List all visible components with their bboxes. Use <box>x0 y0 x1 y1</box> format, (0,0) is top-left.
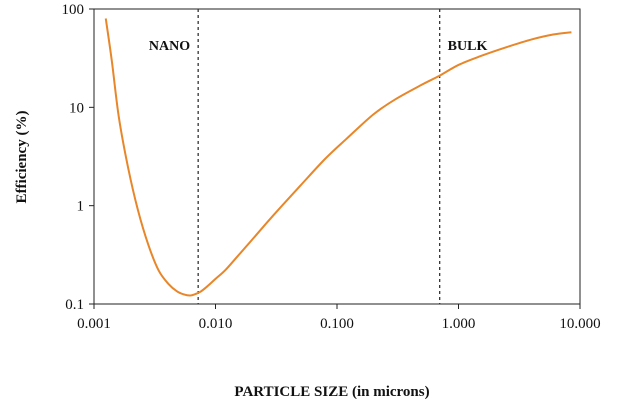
x-axis-ticks: 0.001 0.010 0.100 1.000 10.000 <box>77 304 601 332</box>
y-tick-label: 1 <box>77 199 85 215</box>
y-tick-label: 0.1 <box>65 297 84 313</box>
region-label-nano: NANO <box>149 39 190 54</box>
x-tick-label: 0.100 <box>320 316 354 332</box>
x-axis-title: PARTICLE SIZE (in microns) <box>234 384 429 400</box>
y-tick-label: 100 <box>62 2 85 18</box>
x-tick-label: 0.001 <box>77 316 111 332</box>
region-dividers: NANO BULK <box>149 9 488 304</box>
y-axis-ticks: 0.1 1 10 100 <box>62 2 94 313</box>
y-axis-title: Efficiency (%) <box>14 111 30 204</box>
region-label-bulk: BULK <box>448 39 488 54</box>
y-tick-label: 10 <box>69 100 84 116</box>
x-tick-label: 0.010 <box>199 316 233 332</box>
x-tick-label: 1.000 <box>442 316 476 332</box>
x-tick-label: 10.000 <box>559 316 600 332</box>
efficiency-curve <box>104 18 572 297</box>
